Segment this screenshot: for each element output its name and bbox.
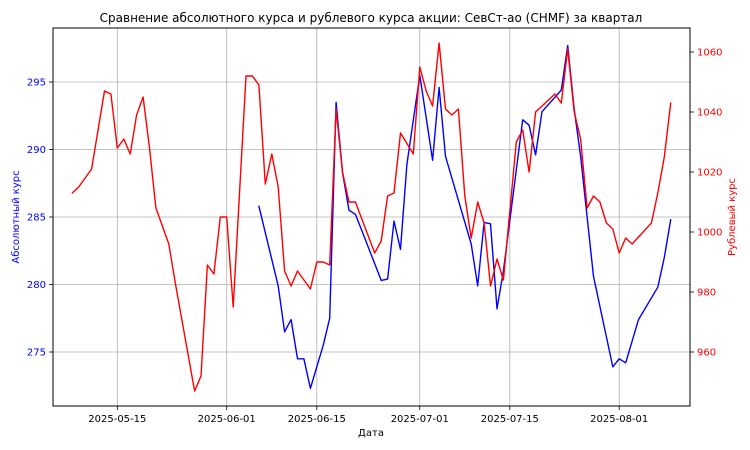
chart-title: Сравнение абсолютного курса и рублевого … <box>100 11 643 25</box>
y-right-tick-label: 1000 <box>697 228 722 239</box>
y-right-tick-label: 980 <box>697 288 716 299</box>
y-left-tick-label: 275 <box>27 348 46 359</box>
x-tick-label: 2025-08-01 <box>590 414 648 425</box>
x-axis-ticks: 2025-05-15 2025-06-01 2025-06-15 2025-07-01… <box>88 406 648 425</box>
y-right-tick-label: 1040 <box>697 108 722 119</box>
series-group <box>71 42 672 392</box>
y-axis-right-ticks: 960 980 1000 1020 1040 1060 <box>690 48 722 359</box>
series-line-absolute <box>258 44 672 390</box>
y-left-tick-label: 285 <box>27 213 46 224</box>
y-right-tick-label: 1020 <box>697 168 722 179</box>
y-right-tick-label: 960 <box>697 348 716 359</box>
x-tick-label: 2025-05-15 <box>88 414 146 425</box>
y-axis-left-ticks: 275 280 285 290 295 <box>27 78 53 359</box>
y-left-tick-label: 290 <box>27 145 46 156</box>
y-left-tick-label: 295 <box>27 78 46 89</box>
x-tick-label: 2025-07-15 <box>481 414 539 425</box>
y-right-tick-label: 1060 <box>697 48 722 59</box>
x-tick-label: 2025-06-15 <box>288 414 346 425</box>
x-tick-label: 2025-07-01 <box>391 414 449 425</box>
y-axis-left-label: Абсолютный курс <box>11 170 22 263</box>
x-tick-label: 2025-06-01 <box>198 414 256 425</box>
x-axis-label: Дата <box>358 428 384 439</box>
y-left-tick-label: 280 <box>27 280 46 291</box>
series-line-ruble <box>71 42 672 392</box>
y-axis-right-label: Рублевый курс <box>727 178 738 256</box>
